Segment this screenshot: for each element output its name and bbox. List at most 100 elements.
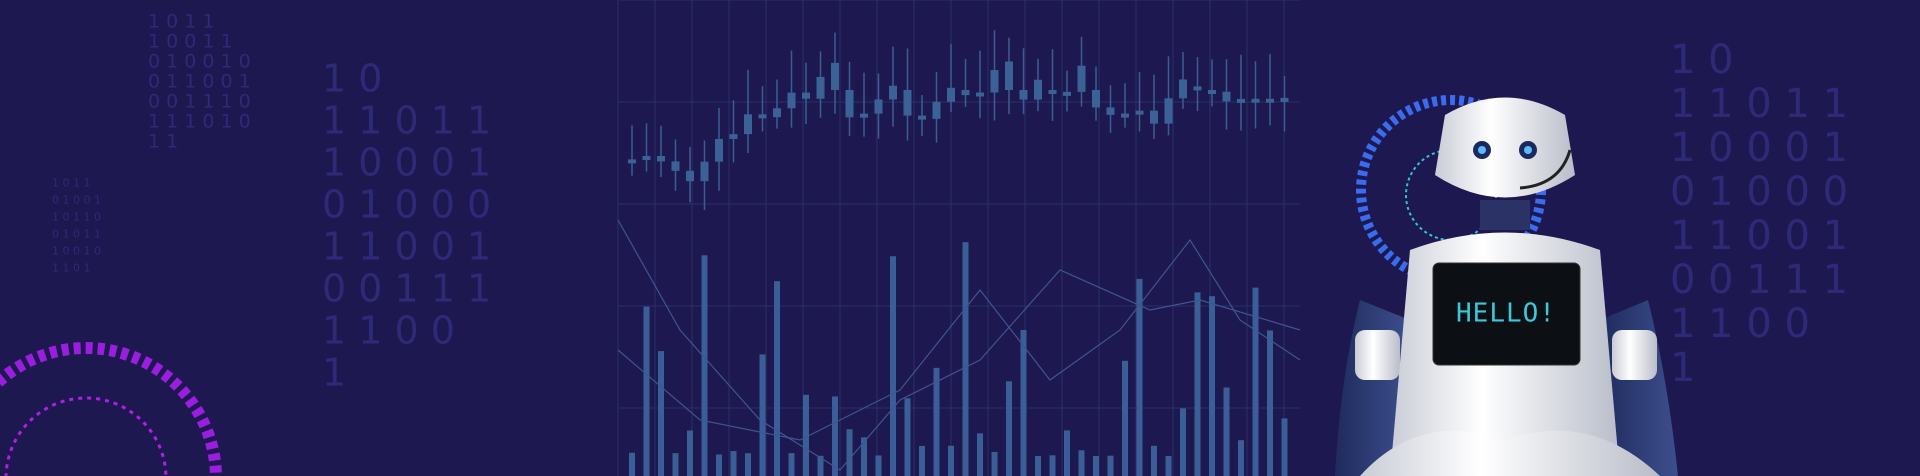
binary-row: 1 0 1 1	[52, 177, 90, 190]
volume-bar	[759, 354, 766, 476]
volume-bar	[1223, 387, 1230, 476]
robot-shoulder	[1612, 330, 1657, 380]
binary-row: 0 1 0 0 1 0	[148, 51, 251, 73]
volume-bar	[1078, 450, 1085, 476]
binary-row: 1 0	[322, 57, 382, 101]
binary-row: 1 1 0 0 1	[1670, 213, 1848, 259]
candle	[918, 115, 926, 120]
volume-bar	[1006, 381, 1012, 476]
candle	[642, 156, 651, 161]
volume-bar	[948, 445, 954, 476]
candle	[1048, 90, 1057, 94]
binary-row: 1 0 0 1 1	[148, 31, 233, 53]
volume-bar	[962, 242, 969, 476]
volume-bar	[875, 455, 882, 476]
candle	[1034, 79, 1042, 100]
candle	[700, 161, 709, 182]
volume-bar	[1122, 360, 1128, 476]
candle	[1005, 61, 1013, 90]
volume-bar	[1020, 329, 1027, 476]
candle	[845, 90, 854, 118]
volume-bar	[1107, 455, 1114, 476]
volume-bar	[658, 351, 664, 476]
trend-line	[617, 238, 1301, 441]
volume-bar	[1180, 408, 1186, 476]
volume-bar	[730, 451, 737, 476]
candle	[932, 101, 941, 119]
screen-text: HELLO!	[1456, 299, 1556, 329]
volume-bar	[890, 256, 896, 476]
candle	[961, 90, 970, 96]
candle	[860, 113, 868, 118]
candle	[1135, 110, 1144, 115]
binary-row: 0 0 1 1 1 0	[148, 91, 251, 113]
robot-mic	[1519, 149, 1572, 190]
volume-bar	[1281, 418, 1288, 476]
candle	[1106, 107, 1115, 115]
candle	[1019, 90, 1028, 100]
ring	[0, 342, 222, 476]
volume-bar	[1165, 455, 1172, 476]
volume-bar	[1209, 296, 1215, 476]
candle	[787, 92, 796, 109]
candle	[686, 170, 694, 182]
background-chart	[617, 0, 1301, 476]
candle	[874, 99, 883, 114]
volume-bar	[701, 255, 708, 476]
robot-legs	[1360, 430, 1660, 476]
candle	[1077, 65, 1086, 92]
robot-eye	[1524, 146, 1532, 154]
binary-row: 1 1 0 0 1	[322, 225, 491, 269]
binary-row: 1 1 0 1 1	[322, 99, 491, 143]
volume-bar	[629, 452, 635, 476]
candle	[1208, 90, 1216, 94]
candle	[729, 134, 738, 139]
robot-neck	[1480, 200, 1530, 230]
binary-row: 1 1 0 1 1	[1670, 81, 1848, 127]
binary-row: 0 1 0 0 0	[1670, 169, 1848, 215]
binary-row: 1 1 0 1	[52, 262, 90, 275]
volume-bar	[919, 445, 925, 476]
volume-bar	[687, 430, 693, 476]
binary-row: 0 0 1 1 1	[1670, 257, 1848, 303]
binary-row: 1	[1670, 345, 1695, 391]
volume-bar	[1267, 330, 1273, 476]
volume-bar	[716, 454, 722, 476]
candle	[1222, 91, 1231, 102]
binary-row: 1 0 0 0 1	[1670, 125, 1848, 171]
candle	[1193, 86, 1202, 91]
candle	[990, 70, 999, 93]
candle	[671, 161, 680, 171]
volume-bar	[672, 453, 679, 476]
candle	[628, 159, 636, 164]
candle	[1063, 91, 1071, 96]
candle	[744, 114, 752, 135]
volume-bar	[1064, 430, 1070, 476]
binary-row: 0 1 0 1 1	[52, 228, 101, 241]
volume-bar	[1194, 292, 1201, 476]
candle	[802, 92, 810, 99]
candle	[976, 92, 984, 97]
binary-row: 1 0 1 1 0	[52, 211, 101, 224]
binary-row: 1 1 1 0 1 0	[148, 111, 251, 133]
volume-bar	[817, 455, 824, 476]
binary-row: 1 1	[148, 131, 178, 153]
trend-line	[617, 219, 1301, 471]
candle	[657, 156, 665, 162]
binary-row: 1 1 0 0	[322, 309, 455, 353]
volume-bar	[1049, 455, 1056, 476]
candle	[1251, 98, 1260, 103]
volume-bar	[933, 367, 940, 476]
candle	[1092, 90, 1100, 108]
candle	[1280, 97, 1289, 102]
robot-shoulder	[1355, 330, 1400, 380]
volume-bar	[788, 453, 795, 476]
volume-bar	[1093, 456, 1099, 476]
candle	[773, 108, 781, 118]
binary-row: 1	[322, 351, 346, 395]
binary-row: 0 0 1 1 1	[322, 267, 491, 311]
volume-bar	[832, 396, 838, 476]
volume-bar	[861, 437, 867, 476]
candle	[1266, 98, 1274, 103]
candle	[1150, 110, 1158, 124]
